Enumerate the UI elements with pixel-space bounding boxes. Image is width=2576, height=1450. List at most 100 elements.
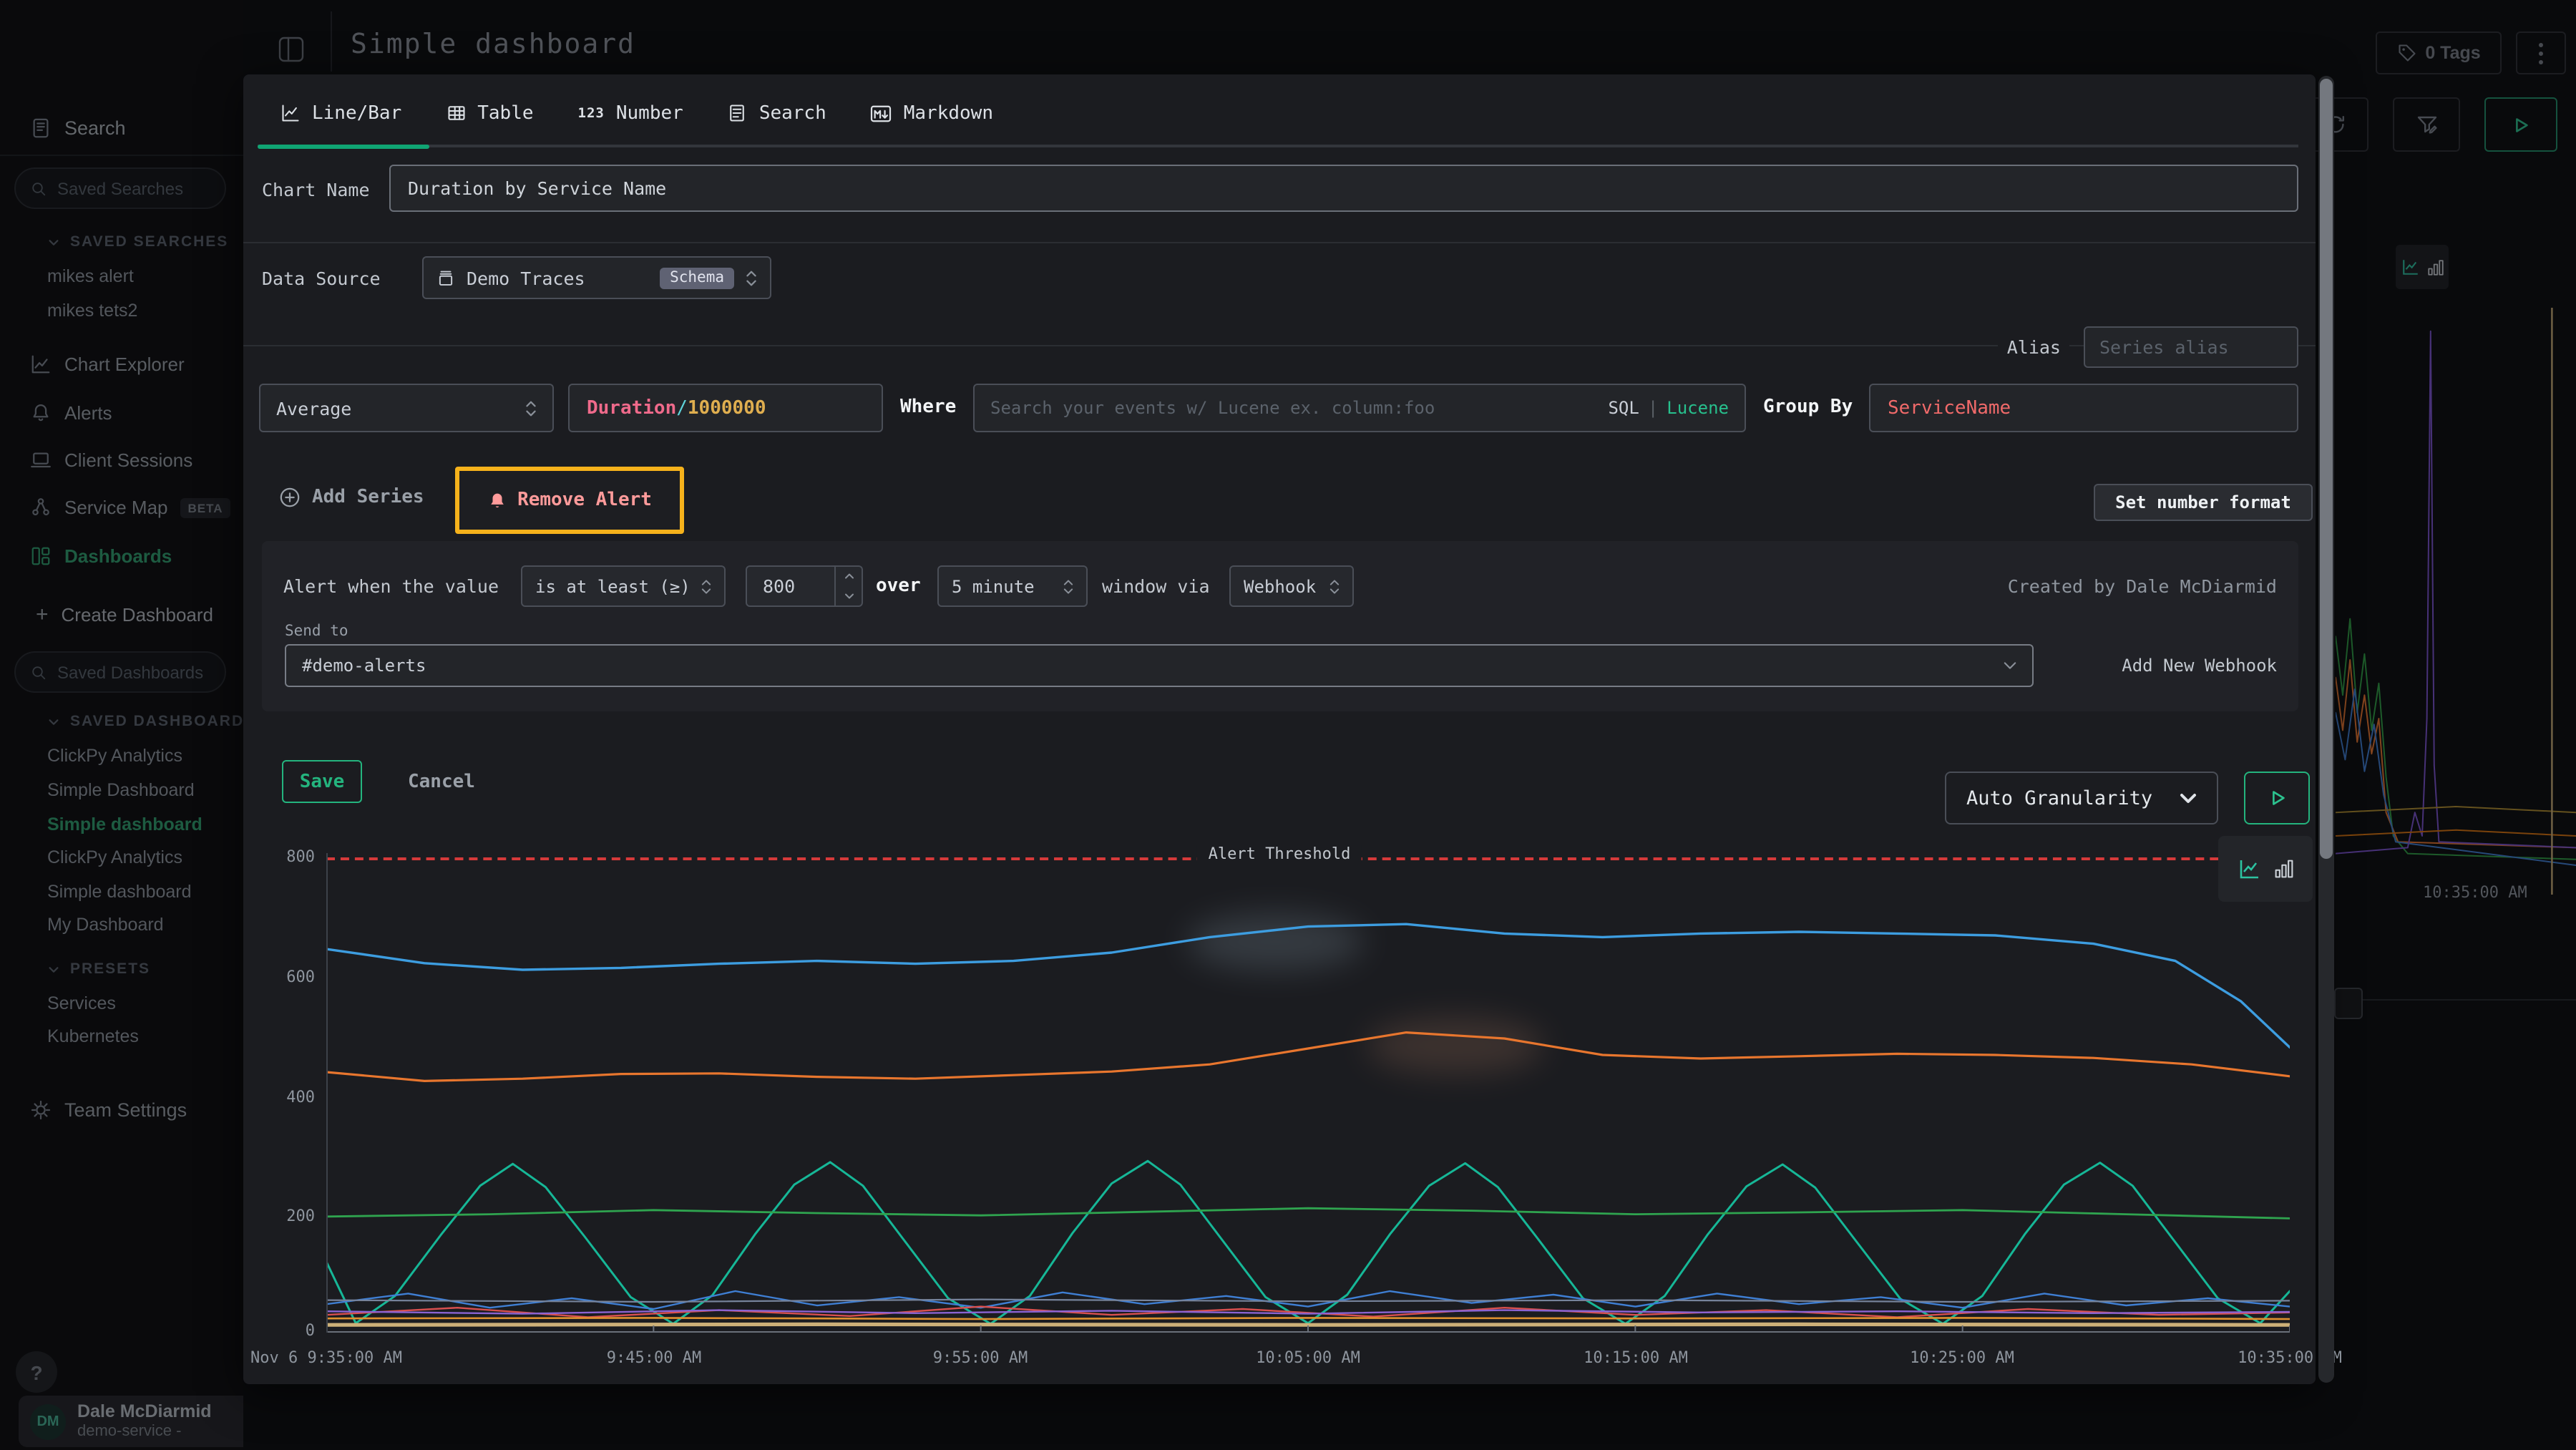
alert-config-panel: Alert when the value is at least (≥) 800… <box>262 541 2298 711</box>
alert-channel-select[interactable]: Webhook <box>1229 565 1354 607</box>
help-button[interactable]: ? <box>16 1351 57 1393</box>
alert-threshold-input[interactable]: 800 <box>746 565 863 607</box>
add-new-webhook-button[interactable]: Add New Webhook <box>2122 656 2277 676</box>
dashboard-item[interactable]: Simple dashboard <box>47 882 192 902</box>
run-query-button[interactable] <box>2244 772 2310 824</box>
bg-divider <box>2334 999 2576 1001</box>
where-label: Where <box>900 396 957 418</box>
chart-name-input[interactable] <box>389 165 2298 212</box>
sidebar-search-label: Search <box>64 117 126 139</box>
cancel-button[interactable]: Cancel <box>408 772 475 793</box>
tab-line-bar[interactable]: Line/Bar <box>280 102 401 124</box>
alert-prefix-label: Alert when the value <box>283 575 499 597</box>
create-dashboard-button[interactable]: + Create Dashboard <box>36 603 213 627</box>
dashboard-item[interactable]: My Dashboard <box>47 915 164 935</box>
saved-search-item[interactable]: mikes tets2 <box>47 301 138 321</box>
tab-markdown[interactable]: Markdown <box>871 102 993 124</box>
select-chevrons-icon <box>1063 579 1073 593</box>
sidebar-item-alerts[interactable]: Alerts <box>30 402 243 424</box>
granularity-select[interactable]: Auto Granularity <box>1945 772 2218 824</box>
duration-chart[interactable] <box>326 853 2290 1333</box>
user-name: Dale McDiarmid <box>77 1401 212 1422</box>
sidebar-item-dashboards[interactable]: Dashboards <box>30 545 243 567</box>
section-divider <box>243 242 2316 243</box>
play-icon <box>2272 791 2284 805</box>
data-source-label: Data Source <box>262 268 381 289</box>
preset-item[interactable]: Kubernetes <box>47 1026 139 1046</box>
preset-item[interactable]: Services <box>47 993 116 1013</box>
aggregation-select[interactable]: Average <box>259 384 554 432</box>
tab-table[interactable]: Table <box>446 102 534 124</box>
header-divider <box>331 11 332 72</box>
saved-searches-input[interactable]: Saved Searches <box>14 167 226 209</box>
lang-sql-toggle[interactable]: SQL <box>1608 398 1639 418</box>
set-number-format-button[interactable]: Set number format <box>2094 484 2313 521</box>
data-source-select[interactable]: Demo Traces Schema <box>422 256 771 299</box>
lang-lucene-toggle[interactable]: Lucene <box>1667 398 1729 418</box>
field-expression-input[interactable]: Duration/1000000 <box>568 384 883 432</box>
scrollbar-thumb[interactable] <box>2320 79 2333 859</box>
alias-input[interactable] <box>2084 326 2298 368</box>
save-button[interactable]: Save <box>282 760 362 803</box>
stepper-up-icon <box>844 574 853 579</box>
bg-partial-button[interactable] <box>2334 988 2363 1019</box>
chevron-down-icon <box>49 239 59 245</box>
tags-label: 0 Tags <box>2425 43 2481 63</box>
sidebar-item-client-sessions[interactable]: Client Sessions <box>30 449 243 471</box>
number-stepper[interactable] <box>834 567 862 605</box>
alert-window-select[interactable]: 5 minute <box>937 565 1088 607</box>
modal-scrollbar[interactable] <box>2318 76 2334 1383</box>
dashboard-item[interactable]: Simple Dashboard <box>47 780 195 800</box>
chart-display-toggle[interactable] <box>2218 836 2313 902</box>
kebab-menu-button[interactable] <box>2516 31 2566 74</box>
chevron-down-icon <box>49 719 59 724</box>
dashboard-item[interactable]: ClickPy Analytics <box>47 847 182 867</box>
alert-threshold-label: Alert Threshold <box>1196 845 1362 863</box>
sidebar-item-team-settings[interactable]: Team Settings <box>30 1099 243 1121</box>
background-panel-right: 10:35:00 AM <box>2334 172 2576 1174</box>
group-by-input[interactable]: ServiceName <box>1869 384 2298 432</box>
bg-chart-toggle[interactable] <box>2396 245 2449 289</box>
user-card[interactable]: DM Dale McDiarmid demo-service - › <box>19 1396 243 1447</box>
page-title: Simple dashboard <box>351 29 636 60</box>
tab-search[interactable]: Search <box>728 102 826 124</box>
service-map-icon <box>32 498 49 516</box>
line-chart-icon <box>282 104 299 122</box>
schema-badge: Schema <box>660 267 734 288</box>
chevron-down-icon <box>2004 662 2016 669</box>
dashboard-item-active[interactable]: Simple dashboard <box>47 814 203 835</box>
tab-number[interactable]: 123 Number <box>577 102 683 124</box>
saved-dashboards-input[interactable]: Saved Dashboards <box>14 651 226 693</box>
expr-denominator: 1000000 <box>687 397 766 419</box>
alert-comparator-select[interactable]: is at least (≥) <box>521 565 726 607</box>
gear-icon <box>31 1100 51 1120</box>
sidebar-item-service-map[interactable]: Service Map BETA <box>30 497 243 518</box>
remove-alert-highlight: Remove Alert <box>455 467 684 534</box>
dashboard-item[interactable]: ClickPy Analytics <box>47 746 182 766</box>
select-chevrons-icon <box>701 579 711 593</box>
run-query-top-button[interactable] <box>2484 97 2557 152</box>
presets-header[interactable]: PRESETS <box>47 960 150 978</box>
beta-badge: BETA <box>180 497 230 517</box>
chart-type-tabs: Line/Bar Table 123 Number Search Markdow… <box>280 92 993 135</box>
avatar: DM <box>30 1403 66 1439</box>
filter-button[interactable] <box>2393 97 2460 152</box>
tags-button[interactable]: 0 Tags <box>2376 31 2502 74</box>
edit-chart-modal: Line/Bar Table 123 Number Search Markdow… <box>243 74 2342 1384</box>
group-by-value: ServiceName <box>1888 397 2011 419</box>
remove-alert-button[interactable]: Remove Alert <box>487 490 652 511</box>
sidebar-collapse-button[interactable] <box>278 36 305 63</box>
saved-searches-header[interactable]: SAVED SEARCHES <box>47 233 228 250</box>
saved-dashboards-placeholder: Saved Dashboards <box>57 662 204 682</box>
database-icon <box>439 270 453 285</box>
saved-dashboards-header[interactable]: SAVED DASHBOARDS <box>47 713 243 730</box>
sidebar-item-chart-explorer[interactable]: Chart Explorer <box>30 354 243 375</box>
webhook-select[interactable]: #demo-alerts <box>285 644 2034 687</box>
sidebar-item-search[interactable]: Search <box>30 117 243 139</box>
chart-explorer-icon <box>31 355 50 374</box>
saved-search-item[interactable]: mikes alert <box>47 266 134 286</box>
add-series-button[interactable]: Add Series <box>279 487 424 508</box>
where-search-input[interactable]: SQL | Lucene <box>973 384 1746 432</box>
123-icon: 123 <box>577 105 605 121</box>
chevron-down-icon <box>2180 793 2196 802</box>
